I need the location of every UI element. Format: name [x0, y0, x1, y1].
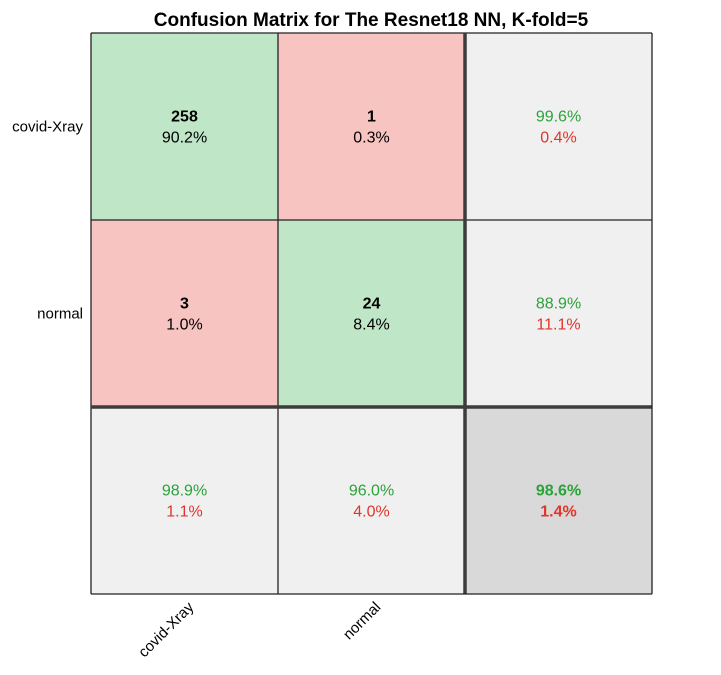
matrix-cell-r0-c2	[465, 33, 652, 220]
matrix-cell-r1-c0	[91, 220, 278, 407]
cell-count-r1-c1: 24	[363, 296, 381, 313]
overall-accuracy: 98.6%	[536, 483, 581, 500]
row-label-1: normal	[37, 306, 83, 323]
cell-percent-r0-c0: 90.2%	[162, 130, 207, 147]
matrix-cell-r1-c2	[465, 220, 652, 407]
cell-percent-r1-c0: 1.0%	[166, 317, 202, 334]
matrix-cell-r0-c1	[278, 33, 465, 220]
col-summary-correct-0: 98.9%	[162, 483, 207, 500]
col-label-1: normal	[340, 599, 384, 643]
col-summary-correct-1: 96.0%	[349, 483, 394, 500]
cell-percent-r1-c1: 8.4%	[353, 317, 389, 334]
chart-title: Confusion Matrix for The Resnet18 NN, K-…	[154, 10, 589, 31]
row-summary-correct-1: 88.9%	[536, 296, 581, 313]
row-summary-error-0: 0.4%	[540, 130, 576, 147]
cell-percent-r0-c1: 0.3%	[353, 130, 389, 147]
row-summary-error-1: 11.1%	[536, 317, 580, 334]
matrix-cell-r2-c0	[91, 407, 278, 594]
col-summary-error-1: 4.0%	[353, 504, 389, 521]
row-summary-correct-0: 99.6%	[536, 109, 581, 126]
overall-error: 1.4%	[540, 504, 576, 521]
matrix-cell-r2-c1	[278, 407, 465, 594]
matrix-cell-r1-c1	[278, 220, 465, 407]
cell-count-r0-c0: 258	[171, 109, 198, 126]
cell-count-r1-c0: 3	[180, 296, 189, 313]
matrix-cell-r2-c2	[465, 407, 652, 594]
cell-count-r0-c1: 1	[367, 109, 376, 126]
row-label-0: covid-Xray	[12, 119, 83, 136]
col-summary-error-0: 1.1%	[166, 504, 202, 521]
col-label-0: covid-Xray	[135, 598, 197, 660]
matrix-cell-r0-c0	[91, 33, 278, 220]
